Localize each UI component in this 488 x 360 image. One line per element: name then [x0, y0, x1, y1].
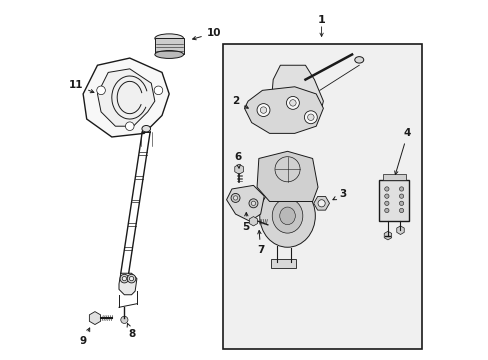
Polygon shape [226, 185, 264, 221]
Bar [223, 44, 421, 348]
Circle shape [127, 274, 136, 283]
Text: 2: 2 [231, 96, 248, 108]
Circle shape [317, 200, 325, 207]
Circle shape [384, 201, 388, 206]
Bar [382, 174, 405, 180]
Text: 11: 11 [68, 80, 94, 93]
Polygon shape [119, 273, 137, 295]
Circle shape [399, 201, 403, 206]
Circle shape [120, 274, 128, 283]
Circle shape [384, 187, 388, 191]
Text: 5: 5 [242, 212, 249, 231]
Ellipse shape [230, 193, 240, 202]
Text: 1: 1 [317, 15, 325, 26]
Text: 4: 4 [394, 129, 410, 175]
Polygon shape [257, 151, 317, 202]
Text: 6: 6 [234, 152, 241, 168]
Ellipse shape [272, 199, 302, 233]
Circle shape [384, 194, 388, 198]
Text: 10: 10 [192, 28, 221, 40]
FancyBboxPatch shape [378, 180, 408, 221]
Circle shape [384, 208, 388, 213]
Polygon shape [271, 65, 323, 123]
Text: 9: 9 [80, 328, 89, 346]
Circle shape [97, 86, 105, 95]
Text: 8: 8 [127, 323, 135, 339]
Text: 3: 3 [332, 189, 346, 200]
Polygon shape [83, 58, 169, 137]
Circle shape [125, 122, 134, 131]
Bar [271, 259, 296, 268]
Circle shape [289, 100, 296, 106]
Ellipse shape [155, 34, 183, 43]
Ellipse shape [155, 50, 183, 58]
Circle shape [260, 107, 266, 113]
Circle shape [122, 276, 126, 281]
Circle shape [307, 114, 313, 121]
Circle shape [257, 104, 269, 117]
Ellipse shape [279, 207, 295, 225]
Ellipse shape [248, 199, 258, 208]
Ellipse shape [354, 57, 363, 63]
Circle shape [121, 316, 128, 323]
Ellipse shape [233, 196, 237, 200]
Circle shape [304, 111, 317, 124]
Circle shape [286, 96, 299, 109]
Ellipse shape [142, 126, 150, 132]
Polygon shape [97, 69, 155, 126]
Ellipse shape [259, 184, 315, 247]
Ellipse shape [251, 201, 255, 206]
Circle shape [129, 276, 133, 281]
Circle shape [399, 187, 403, 191]
Circle shape [399, 194, 403, 198]
Polygon shape [244, 87, 323, 134]
Bar [155, 39, 183, 54]
Text: 7: 7 [256, 230, 264, 255]
Circle shape [399, 208, 403, 213]
Circle shape [154, 86, 163, 95]
